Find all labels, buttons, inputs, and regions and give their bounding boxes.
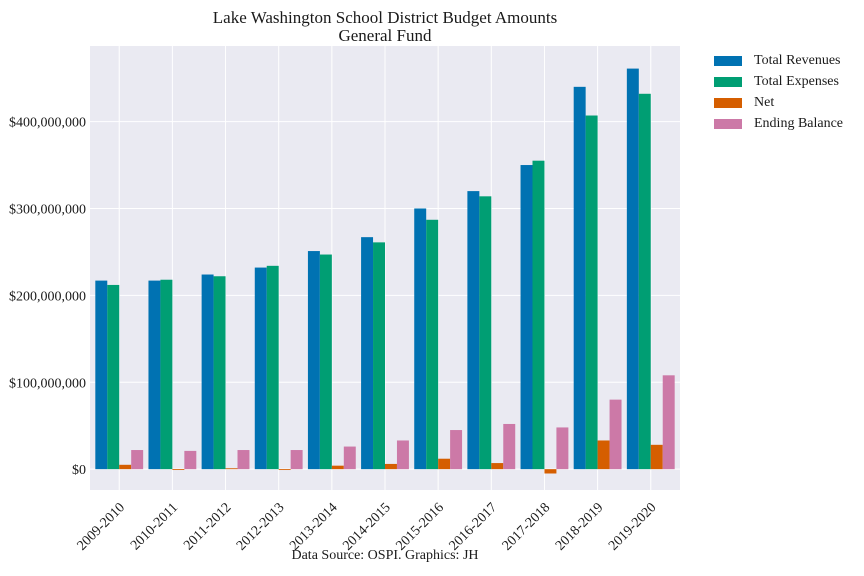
bar-total-expenses-2017-2018 [532, 160, 545, 470]
y-tick-label: $100,000,000 [9, 376, 86, 391]
bar-total-revenues-2019-2020 [626, 68, 639, 470]
bar-total-revenues-2018-2019 [573, 86, 586, 470]
bar-net-2015-2016 [438, 458, 451, 470]
bar-total-expenses-2011-2012 [213, 276, 226, 470]
legend-item-net: Net [714, 92, 843, 113]
y-tick-label: $300,000,000 [9, 202, 86, 217]
chart-caption: Data Source: OSPI. Graphics: JH [291, 548, 479, 563]
legend-item-ending-balance: Ending Balance [714, 113, 843, 134]
bar-ending-balance-2011-2012 [237, 450, 250, 470]
bar-net-2019-2020 [650, 444, 663, 470]
x-tick-label: 2010-2011 [128, 500, 181, 553]
x-tick-label: 2009-2010 [75, 500, 129, 554]
legend-swatch-total-expenses [714, 76, 742, 87]
bar-total-revenues-2010-2011 [148, 280, 161, 470]
bar-ending-balance-2010-2011 [184, 450, 197, 470]
bar-total-revenues-2012-2013 [254, 267, 267, 470]
x-tick-label: 2017-2018 [500, 500, 554, 554]
legend-swatch-net [714, 97, 742, 108]
bar-ending-balance-2019-2020 [662, 375, 675, 470]
bar-net-2009-2010 [119, 464, 132, 470]
chart-title: Lake Washington School District Budget A… [212, 8, 558, 27]
bar-ending-balance-2016-2017 [503, 423, 516, 470]
y-tick-label: $200,000,000 [9, 289, 86, 304]
bar-net-2010-2011 [172, 469, 185, 471]
bar-ending-balance-2015-2016 [450, 430, 463, 470]
x-tick-label: 2012-2013 [234, 500, 288, 554]
y-tick-label: $0 [72, 463, 86, 478]
bar-net-2012-2013 [278, 469, 291, 471]
bar-total-revenues-2009-2010 [95, 280, 108, 470]
x-tick-label: 2011-2012 [181, 500, 234, 553]
bar-total-expenses-2019-2020 [638, 93, 651, 470]
x-tick-label: 2016-2017 [447, 500, 501, 554]
legend-label-total-revenues: Total Revenues [754, 52, 841, 68]
bar-ending-balance-2014-2015 [396, 440, 409, 470]
x-tick-label: 2014-2015 [340, 500, 394, 554]
x-tick-label: 2018-2019 [553, 500, 607, 554]
bar-ending-balance-2013-2014 [343, 446, 356, 470]
x-tick-label: 2013-2014 [287, 500, 341, 554]
legend-label-net: Net [754, 94, 775, 110]
bar-net-2016-2017 [491, 463, 504, 470]
chart-legend: Total Revenues Total Expenses Net Ending… [714, 50, 843, 134]
bar-total-expenses-2009-2010 [107, 284, 120, 470]
bar-net-2013-2014 [331, 465, 344, 470]
bar-total-expenses-2014-2015 [373, 242, 385, 470]
bar-total-revenues-2013-2014 [307, 251, 320, 470]
bar-total-revenues-2015-2016 [414, 208, 427, 470]
bar-total-revenues-2011-2012 [201, 274, 214, 470]
bar-total-expenses-2010-2011 [160, 279, 173, 470]
bar-total-revenues-2014-2015 [361, 237, 374, 470]
bar-ending-balance-2009-2010 [131, 450, 144, 470]
bar-ending-balance-2018-2019 [609, 399, 622, 470]
bar-net-2018-2019 [597, 440, 610, 470]
legend-swatch-ending-balance [714, 118, 742, 129]
legend-label-ending-balance: Ending Balance [754, 115, 844, 131]
bar-total-expenses-2012-2013 [266, 265, 279, 470]
bar-total-expenses-2015-2016 [426, 219, 439, 470]
legend-label-total-expenses: Total Expenses [754, 73, 839, 89]
bar-total-expenses-2018-2019 [585, 115, 598, 470]
legend-item-total-expenses: Total Expenses [714, 71, 843, 92]
x-tick-label: 2019-2020 [606, 500, 660, 554]
bar-net-2011-2012 [225, 468, 238, 470]
chart-subtitle: General Fund [338, 26, 432, 45]
y-tick-label: $400,000,000 [9, 116, 86, 131]
legend-swatch-total-revenues [714, 55, 742, 66]
x-tick-label: 2015-2016 [393, 500, 447, 554]
bar-ending-balance-2012-2013 [290, 450, 303, 470]
bar-total-revenues-2017-2018 [520, 165, 533, 470]
bar-total-revenues-2016-2017 [467, 191, 480, 470]
bar-net-2017-2018 [544, 469, 557, 474]
bar-net-2014-2015 [385, 463, 397, 470]
bar-ending-balance-2017-2018 [556, 427, 569, 470]
bar-total-expenses-2016-2017 [479, 196, 492, 470]
bar-total-expenses-2013-2014 [319, 254, 332, 470]
legend-item-total-revenues: Total Revenues [714, 50, 843, 71]
